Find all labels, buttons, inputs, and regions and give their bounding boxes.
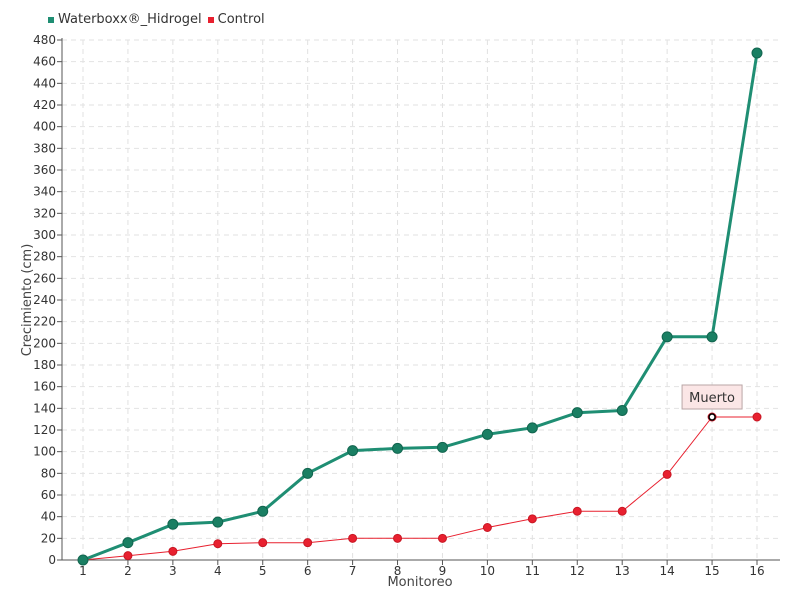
chart-legend: Waterboxx®_Hidrogel Control bbox=[48, 12, 265, 27]
legend-label-control: Control bbox=[217, 12, 265, 27]
legend-item-waterboxx[interactable]: Waterboxx®_Hidrogel bbox=[48, 12, 202, 27]
x-tick-label: 3 bbox=[169, 564, 177, 578]
x-tick-label: 9 bbox=[439, 564, 447, 578]
annotation-layer: Muerto bbox=[681, 384, 743, 421]
annotation-label: Muerto bbox=[689, 391, 735, 406]
data-point-waterboxx bbox=[347, 445, 359, 457]
data-point-control bbox=[303, 538, 313, 548]
y-tick-label: 140 bbox=[33, 401, 56, 415]
x-tick-label: 6 bbox=[304, 564, 312, 578]
y-tick-label: 20 bbox=[41, 531, 56, 545]
data-point-control bbox=[752, 412, 762, 422]
y-axis-title: Crecimiento (cm) bbox=[20, 244, 35, 357]
y-tick-label: 60 bbox=[41, 488, 56, 502]
data-point-control bbox=[258, 538, 268, 548]
y-tick-label: 260 bbox=[33, 271, 56, 285]
x-tick-label: 16 bbox=[749, 564, 764, 578]
y-tick-label: 380 bbox=[33, 141, 56, 155]
y-tick-label: 440 bbox=[33, 76, 56, 90]
legend-swatch-control bbox=[207, 16, 214, 23]
data-point-waterboxx bbox=[77, 554, 89, 566]
data-point-waterboxx bbox=[706, 331, 718, 343]
x-tick-label: 12 bbox=[570, 564, 585, 578]
data-point-control bbox=[437, 533, 447, 543]
axes-layer: 0 20 40 60 80 100 120 140 160 180 200 220 240 260 280 3… bbox=[33, 33, 780, 578]
x-tick-label: 11 bbox=[525, 564, 540, 578]
annotation-marker bbox=[708, 413, 716, 421]
data-point-waterboxx bbox=[392, 442, 404, 454]
y-tick-label: 280 bbox=[33, 250, 56, 264]
series-line-waterboxx bbox=[82, 52, 759, 562]
data-point-control bbox=[393, 533, 403, 543]
y-tick-label: 180 bbox=[33, 358, 56, 372]
data-point-control bbox=[213, 539, 223, 549]
data-point-control bbox=[482, 523, 492, 532]
x-tick-label: 4 bbox=[214, 564, 222, 578]
legend-swatch-waterboxx bbox=[48, 16, 54, 23]
y-tick-label: 300 bbox=[33, 228, 56, 242]
y-tick-label: 400 bbox=[33, 120, 56, 134]
y-tick-label: 360 bbox=[33, 163, 56, 177]
series-line-control bbox=[82, 416, 757, 561]
x-tick-label: 14 bbox=[659, 564, 674, 578]
data-point-control bbox=[348, 533, 358, 543]
data-point-control bbox=[617, 506, 627, 516]
x-tick-label: 15 bbox=[704, 564, 719, 578]
x-tick-label: 10 bbox=[480, 564, 495, 578]
data-point-waterboxx bbox=[436, 441, 448, 453]
data-point-waterboxx bbox=[661, 331, 673, 343]
y-tick-label: 220 bbox=[33, 315, 56, 329]
series-layer bbox=[77, 47, 763, 566]
x-tick-label: 7 bbox=[349, 564, 357, 578]
x-tick-label: 1 bbox=[79, 564, 87, 578]
grid-layer bbox=[62, 39, 780, 560]
annotation-box bbox=[681, 384, 743, 410]
y-tick-label: 340 bbox=[33, 185, 56, 199]
legend-label-waterboxx: Waterboxx®_Hidrogel bbox=[58, 12, 202, 27]
x-tick-label: 5 bbox=[259, 564, 267, 578]
y-tick-label: 480 bbox=[33, 33, 56, 47]
x-tick-label: 2 bbox=[124, 564, 132, 578]
data-point-control bbox=[662, 469, 672, 479]
data-point-control bbox=[168, 546, 178, 556]
data-point-waterboxx bbox=[481, 428, 493, 440]
data-point-waterboxx bbox=[571, 407, 583, 419]
y-tick-label: 100 bbox=[33, 445, 56, 459]
y-tick-label: 320 bbox=[33, 206, 56, 220]
data-point-waterboxx bbox=[302, 467, 314, 479]
legend-item-control[interactable]: Control bbox=[207, 12, 265, 27]
x-tick-label: 8 bbox=[394, 564, 402, 578]
y-tick-label: 420 bbox=[33, 98, 56, 112]
y-tick-label: 40 bbox=[41, 510, 56, 524]
data-point-waterboxx bbox=[212, 516, 224, 528]
y-tick-label: 200 bbox=[33, 336, 56, 350]
data-point-waterboxx bbox=[167, 518, 179, 530]
data-point-waterboxx bbox=[122, 537, 134, 549]
data-point-control bbox=[527, 514, 537, 524]
data-point-control bbox=[123, 551, 133, 561]
data-point-control bbox=[572, 506, 582, 516]
data-point-waterboxx bbox=[257, 505, 269, 517]
data-point-waterboxx bbox=[526, 422, 538, 434]
data-point-waterboxx bbox=[616, 405, 628, 416]
x-axis-title: Monitoreo bbox=[387, 575, 452, 590]
y-tick-label: 0 bbox=[48, 553, 56, 567]
y-tick-label: 120 bbox=[33, 423, 56, 437]
y-tick-label: 160 bbox=[33, 380, 56, 394]
y-tick-label: 240 bbox=[33, 293, 56, 307]
data-point-waterboxx bbox=[751, 47, 763, 59]
y-tick-label: 80 bbox=[41, 466, 56, 480]
x-tick-label: 13 bbox=[615, 564, 630, 578]
y-tick-label: 460 bbox=[33, 55, 56, 69]
